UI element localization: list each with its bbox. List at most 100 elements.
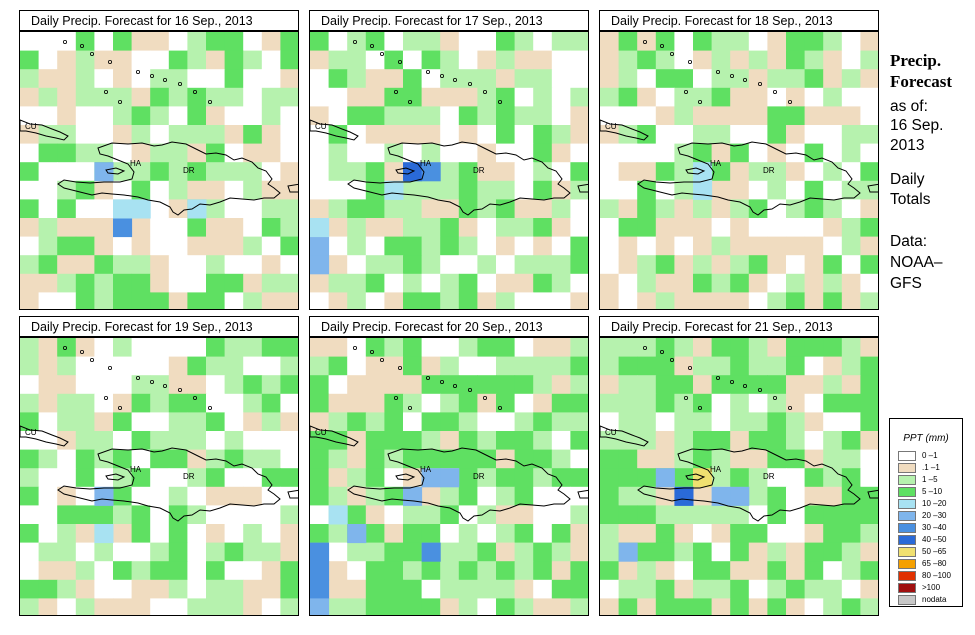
precip-cell [533,273,553,293]
precip-cell [261,162,281,182]
legend-label: 40 –50 [922,535,947,544]
precip-cell [786,125,806,145]
precip-cell [168,87,188,107]
precip-cell [310,50,330,70]
legend-label: 5 –10 [922,487,943,496]
precip-cell [421,69,441,89]
precip-cell [365,505,385,525]
precip-cell [57,505,77,525]
precip-cell [570,542,588,562]
precip-cell [458,338,478,358]
precip-cell [841,143,861,163]
precip-cell [421,199,441,219]
precip-cell [187,561,207,581]
precip-cell [767,524,787,544]
precip-cell [261,449,281,469]
precip-cell [570,412,588,432]
precip-cell [533,561,553,581]
precip-cell [637,255,657,275]
precip-cell [168,32,188,52]
precip-cell [841,375,861,395]
islet [660,349,665,354]
precip-cell [841,236,861,256]
precip-cell [150,162,170,182]
precip-cell [496,180,516,200]
precip-cell [458,255,478,275]
precip-cell [674,524,694,544]
precip-cell [637,236,657,256]
precip-cell [57,486,77,506]
precip-cell [767,486,787,506]
precip-cell [261,106,281,126]
precip-cell [570,162,588,182]
precip-cell [403,505,423,525]
precip-cell [187,162,207,182]
precip-cell [655,255,675,275]
precip-cell [328,199,348,219]
precip-cell [674,180,694,200]
precip-cell [75,338,95,358]
precip-cell [168,431,188,451]
precip-cell [514,50,534,70]
precip-cell [711,236,731,256]
precip-cell [150,393,170,413]
precip-cell [113,87,133,107]
precip-cell [674,143,694,163]
precip-cell [150,32,170,52]
precip-cell [403,143,423,163]
precip-cell [514,69,534,89]
precip-cell [243,162,263,182]
precip-cell [637,579,657,599]
precip-cell [384,292,404,309]
precip-cell [693,125,713,145]
precip-cell [187,292,207,309]
precip-cell [618,143,638,163]
precip-cell [365,218,385,238]
precip-cell [786,50,806,70]
legend-title: PPT (mm) [903,433,949,444]
precip-cell [823,561,843,581]
precip-cell [187,468,207,488]
precip-cell [440,143,460,163]
precip-cell [113,449,133,469]
precip-cell [496,199,516,219]
legend-swatch [898,559,916,569]
precip-cell [328,292,348,309]
precip-cell [655,218,675,238]
precip-cell [206,505,226,525]
precip-cell [280,505,298,525]
precip-cell [131,598,151,615]
precip-cell [804,143,824,163]
precip-cell [113,598,133,615]
islet [670,357,675,362]
islet [380,357,385,362]
precip-cell [384,468,404,488]
side-source-1: NOAA– [890,254,943,271]
islet [757,388,762,393]
precip-cell [94,338,114,358]
precip-cell [38,292,58,309]
precip-cell [551,598,571,615]
precip-cell [94,579,114,599]
precip-cell [168,218,188,238]
precip-cell [206,338,226,358]
precip-cell [310,143,330,163]
precip-cell [786,162,806,182]
precip-cell [551,449,571,469]
precip-cell [655,393,675,413]
precip-cell [280,393,298,413]
precip-cell [551,218,571,238]
side-year: 2013 [890,137,925,154]
precip-cell [168,125,188,145]
precip-cell [206,32,226,52]
precip-cell [384,87,404,107]
precip-cell [57,292,77,309]
precip-cell [261,125,281,145]
precip-cell [168,162,188,182]
precip-cell [767,236,787,256]
precip-cell [823,338,843,358]
precip-cell [440,32,460,52]
precip-cell [730,180,750,200]
precip-cell [551,375,571,395]
precip-cell [421,180,441,200]
